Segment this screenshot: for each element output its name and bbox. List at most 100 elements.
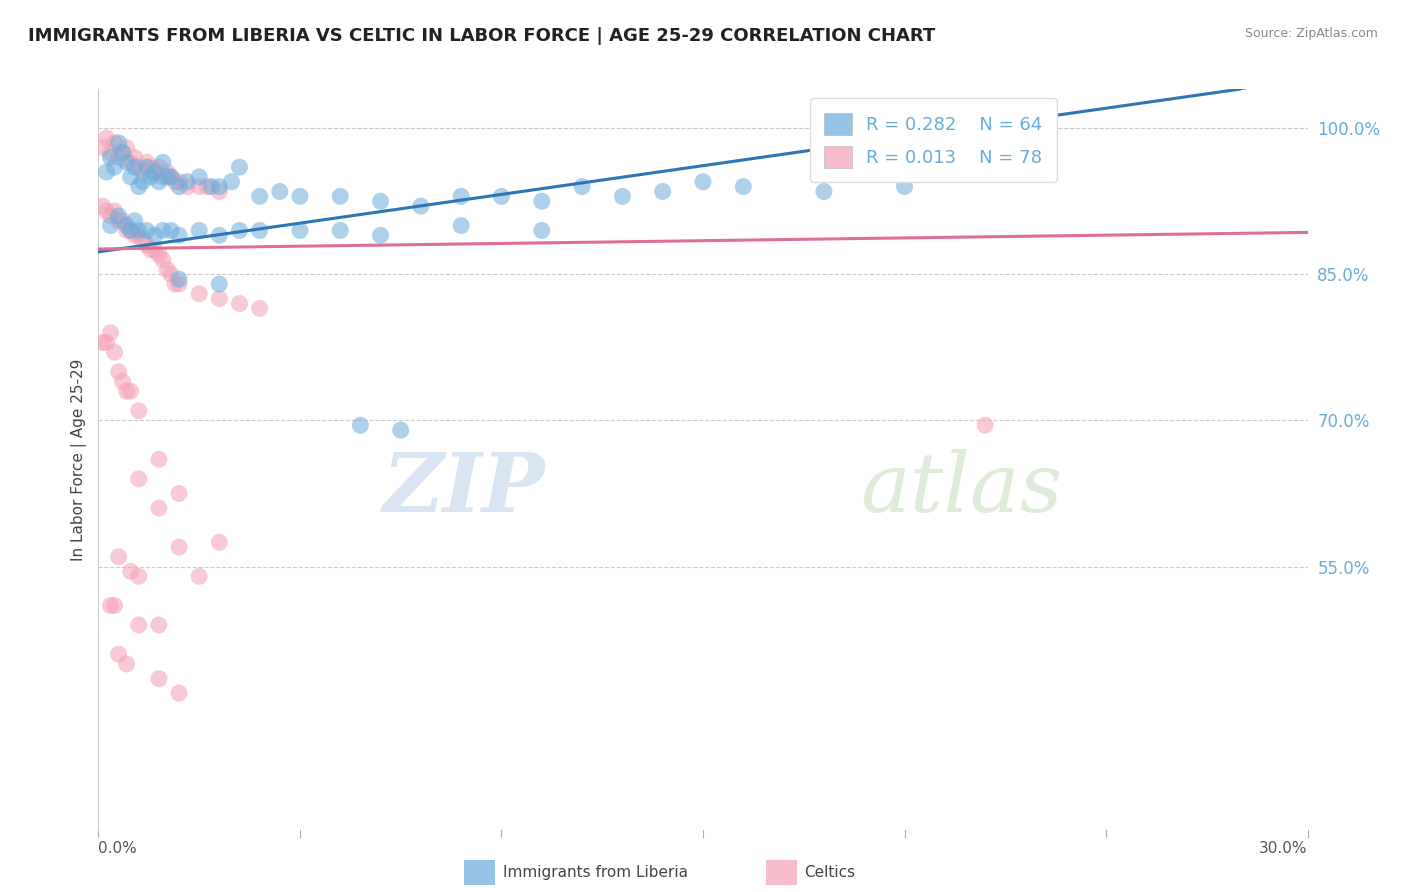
Point [128, 403, 150, 417]
Point [221, 175, 243, 189]
Point [167, 175, 190, 189]
Point [115, 223, 138, 237]
Point [107, 209, 129, 223]
Point [111, 145, 134, 160]
Point [389, 423, 412, 437]
Point [139, 160, 162, 174]
Point [152, 169, 174, 184]
Point [115, 384, 138, 399]
Point [370, 228, 392, 243]
Point [107, 150, 129, 164]
Point [120, 223, 142, 237]
Point [148, 175, 170, 189]
Point [450, 219, 472, 233]
Point [195, 179, 218, 194]
Point [160, 223, 183, 237]
Point [135, 238, 157, 252]
Point [148, 672, 170, 686]
Point [120, 565, 142, 579]
Point [107, 365, 129, 379]
Point [249, 301, 271, 316]
Point [107, 136, 129, 150]
Point [100, 209, 122, 223]
Point [143, 228, 166, 243]
Point [148, 248, 170, 262]
Point [103, 136, 125, 150]
Point [128, 472, 150, 486]
Point [893, 179, 915, 194]
Point [124, 150, 146, 164]
Point [115, 155, 138, 169]
Point [167, 686, 190, 700]
Point [96, 165, 118, 179]
Point [103, 599, 125, 613]
Point [491, 189, 513, 203]
Point [167, 179, 190, 194]
Point [188, 179, 211, 194]
Text: atlas: atlas [860, 449, 1063, 529]
Point [163, 277, 186, 291]
Point [128, 569, 150, 583]
Point [100, 326, 122, 340]
Point [128, 160, 150, 174]
Point [152, 252, 174, 267]
Point [288, 223, 311, 237]
Point [167, 272, 190, 286]
Point [139, 243, 162, 257]
Point [651, 185, 673, 199]
Point [128, 179, 150, 194]
Point [228, 296, 250, 310]
Point [974, 418, 997, 433]
Point [156, 262, 179, 277]
Point [103, 204, 125, 219]
Point [208, 277, 231, 291]
Point [228, 223, 250, 237]
Point [188, 286, 211, 301]
Point [269, 185, 291, 199]
Point [115, 219, 138, 233]
Text: 0.0%: 0.0% [98, 841, 138, 856]
Point [152, 223, 174, 237]
Point [249, 189, 271, 203]
Point [188, 223, 211, 237]
Point [450, 189, 472, 203]
Point [329, 189, 352, 203]
Point [813, 185, 835, 199]
Point [167, 277, 190, 291]
Point [120, 169, 142, 184]
Point [128, 618, 150, 632]
Point [409, 199, 432, 213]
Point [132, 233, 155, 247]
Y-axis label: In Labor Force | Age 25-29: In Labor Force | Age 25-29 [72, 359, 87, 560]
Point [111, 213, 134, 227]
Point [91, 199, 114, 213]
Point [103, 160, 125, 174]
Point [111, 145, 134, 160]
Point [692, 175, 714, 189]
Point [733, 179, 755, 194]
Point [152, 155, 174, 169]
Legend: R = 0.282    N = 64, R = 0.013    N = 78: R = 0.282 N = 64, R = 0.013 N = 78 [810, 98, 1057, 182]
Point [160, 169, 183, 184]
Text: Celtics: Celtics [804, 865, 855, 880]
Point [128, 228, 150, 243]
Point [148, 618, 170, 632]
Point [208, 185, 231, 199]
Point [107, 647, 129, 661]
Point [132, 165, 155, 179]
Point [107, 549, 129, 564]
Point [163, 175, 186, 189]
Point [208, 535, 231, 549]
Point [124, 160, 146, 174]
Point [107, 213, 129, 227]
Point [115, 141, 138, 155]
Point [103, 345, 125, 359]
Point [329, 223, 352, 237]
Point [188, 569, 211, 583]
Point [132, 175, 155, 189]
Point [208, 292, 231, 306]
Point [160, 268, 183, 282]
Point [208, 179, 231, 194]
Point [288, 189, 311, 203]
Point [571, 179, 593, 194]
